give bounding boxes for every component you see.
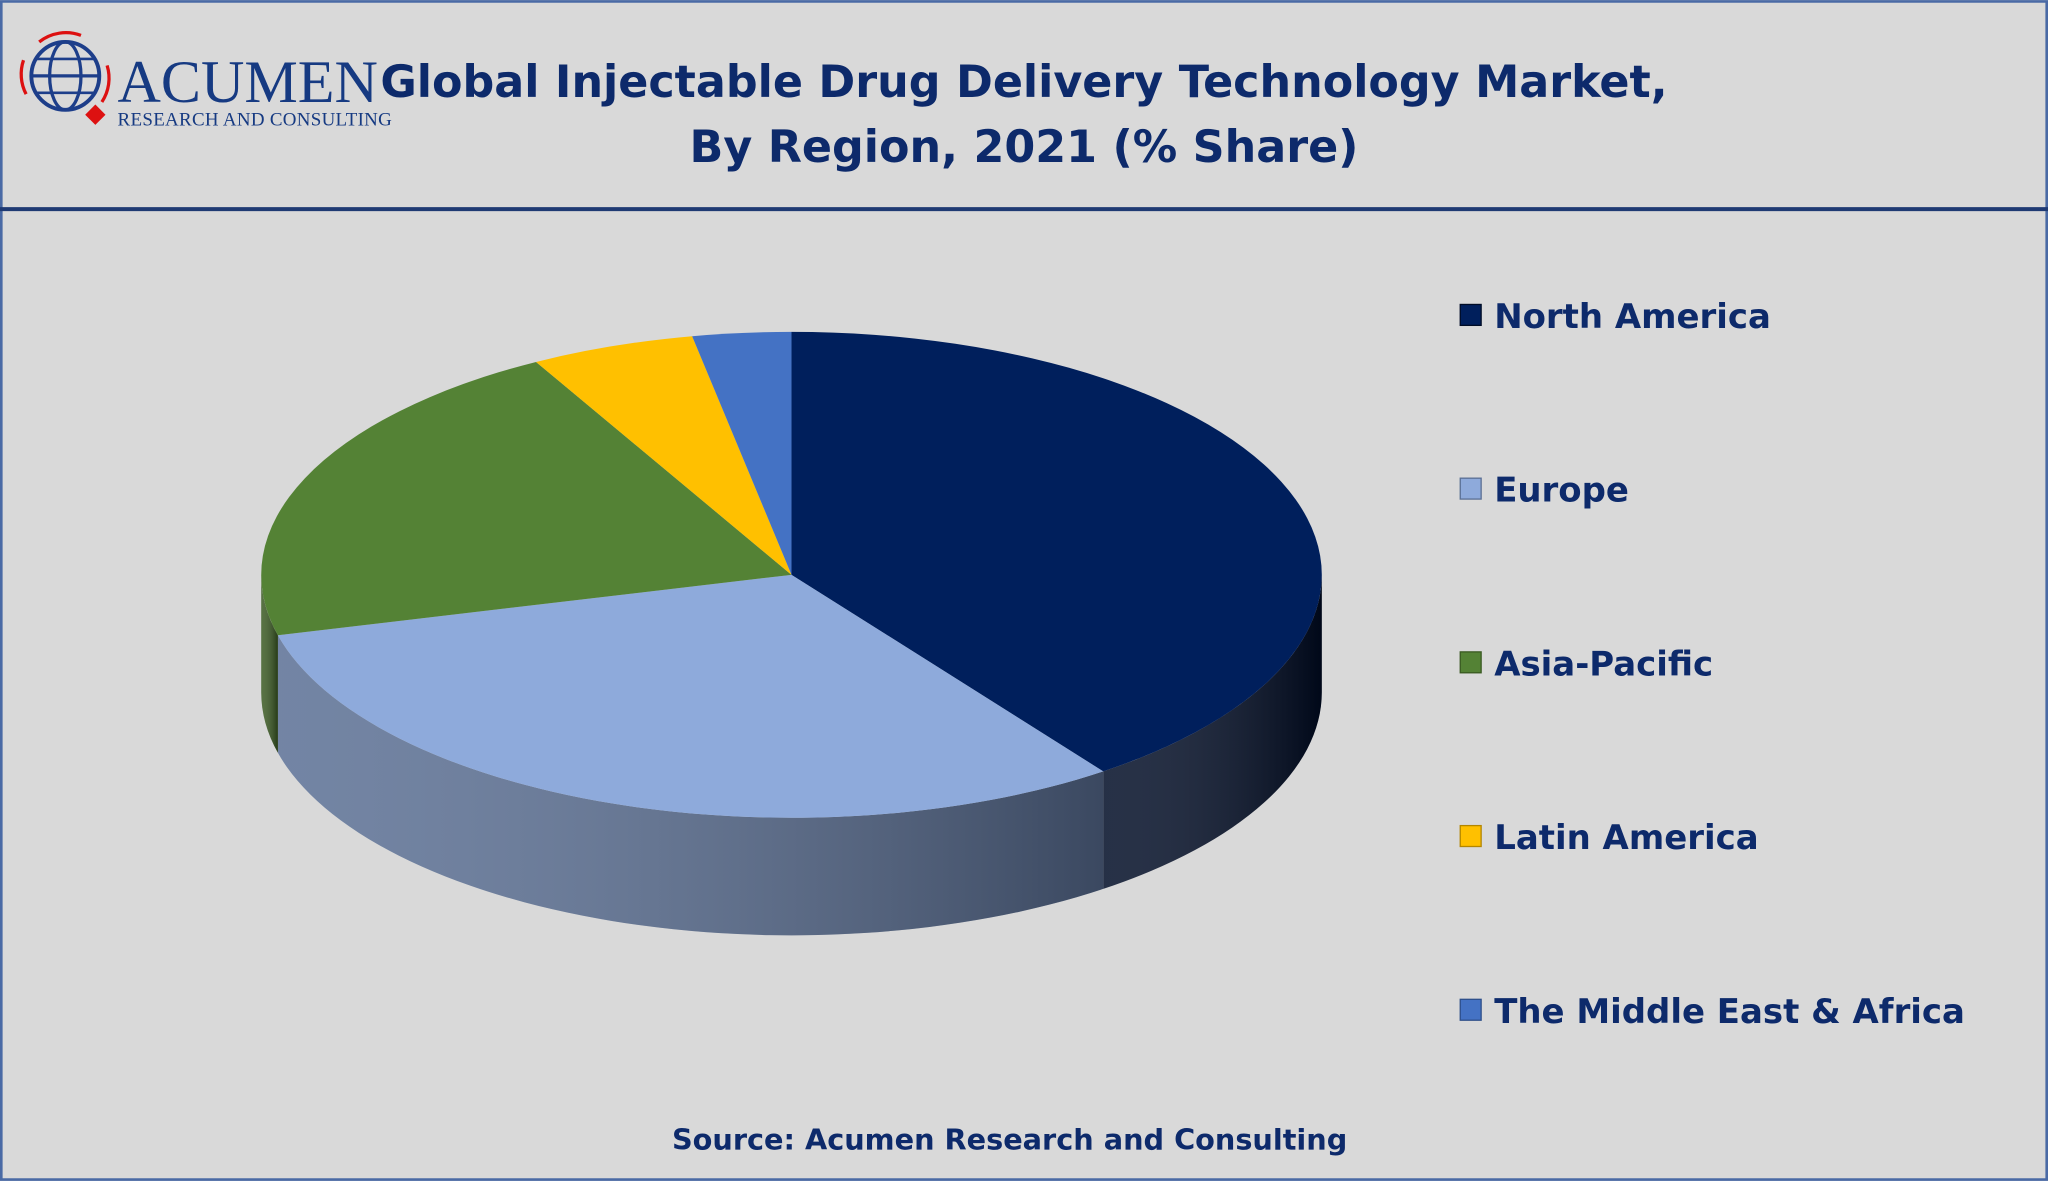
legend-swatch-north-america xyxy=(1459,303,1482,327)
legend-label-europe: Europe xyxy=(1494,471,1629,511)
acumen-logo: ACUMEN RESEARCH AND CONSULTING xyxy=(19,31,393,131)
chart-subtitle: By Region, 2021 (% Share) xyxy=(690,122,1359,173)
pie-slices xyxy=(261,331,1322,936)
legend-swatch-europe xyxy=(1459,477,1482,500)
legend-label-north-america: North America xyxy=(1494,297,1771,337)
legend-label-latin-america: Latin America xyxy=(1494,818,1758,858)
legend-swatch-middle-east-africa xyxy=(1459,998,1482,1021)
legend-label-asia-pacific: Asia-Pacific xyxy=(1494,644,1713,684)
pie-side-north-america-shade xyxy=(1103,574,1322,889)
legend-swatch-asia-pacific xyxy=(1459,651,1482,674)
pie-slice-asia-pacific xyxy=(261,361,792,636)
legend: North America Europe Asia-Pacific Latin … xyxy=(1459,297,1965,1032)
logo-tagline: RESEARCH AND CONSULTING xyxy=(118,110,393,131)
chart-title: Global Injectable Drug Delivery Technolo… xyxy=(380,57,1667,108)
source-note: Source: Acumen Research and Consulting xyxy=(672,1123,1347,1157)
legend-label-middle-east-africa: The Middle East & Africa xyxy=(1494,992,1965,1032)
pie-slice-latin-america xyxy=(536,336,792,575)
pie-slice-europe xyxy=(277,574,1104,818)
pie-side-asia-pacific-shade xyxy=(261,574,278,753)
pie-side-europe-shade xyxy=(277,635,1104,936)
legend-swatch-latin-america xyxy=(1459,824,1482,848)
pie-slice-north-america xyxy=(791,331,1322,772)
pie-slice-middle-east-africa xyxy=(692,331,792,575)
logo-name: ACUMEN xyxy=(118,48,378,115)
